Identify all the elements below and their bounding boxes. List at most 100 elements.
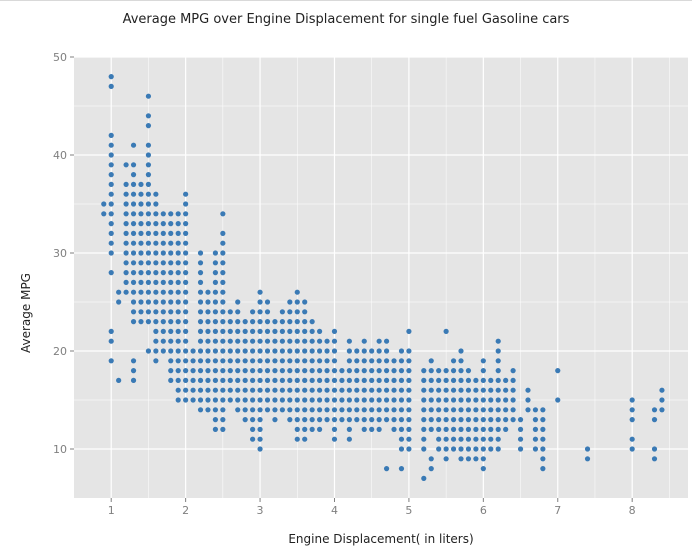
data-point: [346, 436, 352, 442]
data-point: [264, 368, 271, 374]
data-point: [197, 377, 204, 383]
data-point: [205, 309, 211, 315]
data-point: [324, 417, 330, 423]
data-point: [272, 417, 278, 423]
data-point: [473, 446, 479, 452]
data-point: [510, 387, 516, 393]
data-point: [257, 319, 263, 325]
data-point: [130, 191, 137, 197]
data-point: [346, 397, 352, 403]
data-point: [309, 358, 315, 364]
data-point: [205, 338, 211, 344]
data-point: [250, 338, 256, 344]
data-point: [495, 368, 501, 374]
data-point: [421, 387, 427, 393]
data-point: [138, 211, 144, 217]
data-point: [495, 348, 501, 354]
data-point: [235, 368, 241, 374]
chart-title: Average MPG over Engine Displacement for…: [122, 12, 570, 27]
data-point: [287, 328, 293, 334]
data-point: [197, 368, 204, 374]
data-point: [458, 407, 464, 413]
data-point: [175, 221, 181, 227]
data-point: [145, 240, 152, 246]
data-point: [428, 426, 434, 432]
data-point: [361, 377, 367, 383]
data-point: [629, 436, 635, 442]
data-point: [525, 387, 531, 393]
data-point: [398, 426, 405, 432]
data-point: [116, 289, 122, 295]
data-point: [279, 397, 285, 403]
data-point: [138, 260, 144, 266]
data-point: [465, 436, 472, 442]
data-point: [183, 221, 189, 227]
data-point: [257, 289, 263, 295]
data-point: [227, 328, 233, 334]
data-point: [168, 338, 174, 344]
data-point: [503, 387, 509, 393]
data-point: [294, 436, 300, 442]
data-point: [145, 289, 152, 295]
data-point: [525, 407, 531, 413]
x-tick-label: 3: [257, 504, 264, 517]
data-point: [212, 397, 219, 403]
data-point: [205, 368, 211, 374]
data-point: [443, 407, 449, 413]
data-point: [659, 387, 665, 393]
data-point: [510, 407, 516, 413]
data-point: [346, 358, 352, 364]
data-point: [175, 397, 181, 403]
data-point: [264, 358, 271, 364]
data-point: [145, 279, 152, 285]
data-point: [465, 446, 472, 452]
data-point: [130, 230, 137, 236]
data-point: [123, 270, 129, 276]
data-point: [250, 348, 256, 354]
data-point: [376, 407, 382, 413]
data-point: [651, 456, 658, 462]
data-point: [108, 230, 114, 236]
data-point: [532, 436, 539, 442]
data-point: [212, 328, 219, 334]
data-point: [302, 407, 308, 413]
data-point: [398, 377, 405, 383]
data-point: [168, 221, 174, 227]
data-point: [242, 358, 248, 364]
data-point: [175, 348, 181, 354]
data-point: [354, 368, 360, 374]
data-point: [391, 377, 397, 383]
data-point: [183, 348, 189, 354]
data-point: [220, 299, 226, 305]
data-point: [138, 221, 144, 227]
data-point: [220, 260, 226, 266]
data-point: [123, 250, 129, 256]
data-point: [324, 368, 330, 374]
data-point: [183, 279, 189, 285]
data-point: [383, 466, 390, 472]
data-point: [279, 368, 285, 374]
y-tick-label: 20: [53, 345, 67, 358]
data-point: [383, 368, 390, 374]
data-point: [242, 338, 248, 344]
data-point: [168, 270, 174, 276]
data-point: [532, 446, 539, 452]
data-point: [488, 397, 494, 403]
data-point: [361, 417, 367, 423]
data-point: [361, 426, 367, 432]
data-point: [287, 407, 293, 413]
data-point: [510, 417, 516, 423]
data-point: [421, 446, 427, 452]
data-point: [108, 221, 114, 227]
data-point: [406, 436, 412, 442]
data-point: [376, 338, 382, 344]
data-point: [168, 289, 174, 295]
data-point: [138, 299, 144, 305]
data-point: [294, 289, 300, 295]
data-point: [584, 446, 591, 452]
data-point: [220, 270, 226, 276]
data-point: [272, 319, 278, 325]
data-point: [480, 368, 486, 374]
data-point: [309, 397, 315, 403]
